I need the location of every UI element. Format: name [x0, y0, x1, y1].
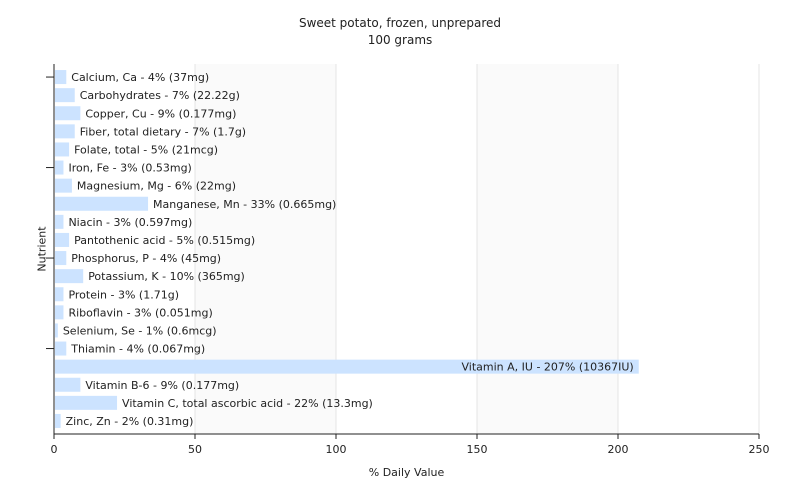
bar-label: Niacin - 3% (0.597mg)	[68, 216, 192, 229]
x-tick-label: 50	[188, 443, 202, 456]
bar	[55, 196, 149, 211]
bar	[55, 232, 70, 247]
bar	[55, 70, 67, 85]
bar-label: Fiber, total dietary - 7% (1.7g)	[80, 125, 246, 138]
bar	[55, 359, 639, 374]
x-tick-label: 0	[51, 443, 58, 456]
bar	[55, 142, 70, 157]
bar-label: Vitamin C, total ascorbic acid - 22% (13…	[122, 397, 373, 410]
bar-label: Selenium, Se - 1% (0.6mcg)	[63, 324, 217, 337]
bar-label: Phosphorus, P - 4% (45mg)	[71, 252, 221, 265]
bar	[55, 106, 81, 121]
bar	[55, 124, 75, 139]
bar	[55, 160, 64, 175]
bar	[55, 341, 67, 356]
bar	[55, 88, 75, 103]
bar	[55, 269, 84, 284]
chart-title: Sweet potato, frozen, unprepared	[298, 16, 502, 30]
bar-label: Potassium, K - 10% (365mg)	[88, 270, 245, 283]
bar	[55, 251, 67, 266]
x-axis-label: % Daily Value	[368, 466, 445, 479]
bar	[55, 287, 64, 302]
bar	[55, 214, 64, 229]
bar-label: Copper, Cu - 9% (0.177mg)	[85, 107, 236, 120]
bar-label: Carbohydrates - 7% (22.22g)	[80, 89, 240, 102]
x-tick-label: 200	[608, 443, 629, 456]
bars: Calcium, Ca - 4% (37mg) Carbohydrates - 7…	[55, 70, 639, 428]
bar-label: Iron, Fe - 3% (0.53mg)	[68, 162, 191, 175]
bar-label: Pantothenic acid - 5% (0.515mg)	[74, 234, 255, 247]
bar-label: Magnesium, Mg - 6% (22mg)	[77, 180, 236, 193]
x-tick-label: 150	[467, 443, 488, 456]
bar-label: Thiamin - 4% (0.067mg)	[70, 343, 205, 356]
bar-label: Protein - 3% (1.71g)	[68, 288, 179, 301]
grid-band	[336, 64, 477, 434]
bar	[55, 178, 72, 193]
chart-subtitle: 100 grams	[367, 33, 433, 47]
bar-label: Riboflavin - 3% (0.051mg)	[68, 306, 212, 319]
bar	[55, 413, 61, 428]
bar-label: Zinc, Zn - 2% (0.31mg)	[66, 415, 194, 428]
x-tick-label: 250	[749, 443, 770, 456]
bar	[55, 377, 81, 392]
bar-label: Folate, total - 5% (21mcg)	[74, 143, 218, 156]
bar-label: Vitamin B-6 - 9% (0.177mg)	[85, 379, 239, 392]
bar-label: Vitamin A, IU - 207% (10367IU)	[462, 361, 634, 374]
bar	[55, 395, 118, 410]
bar-label: Manganese, Mn - 33% (0.665mg)	[153, 198, 336, 211]
grid-band	[477, 64, 618, 434]
bar-label: Calcium, Ca - 4% (37mg)	[71, 71, 209, 84]
axes: 0 50 100 150 200 250	[46, 64, 770, 456]
bar	[55, 323, 58, 338]
y-axis-label: Nutrient	[35, 226, 49, 272]
grid-band	[618, 64, 759, 434]
bar	[55, 305, 64, 320]
x-tick-label: 100	[326, 443, 347, 456]
